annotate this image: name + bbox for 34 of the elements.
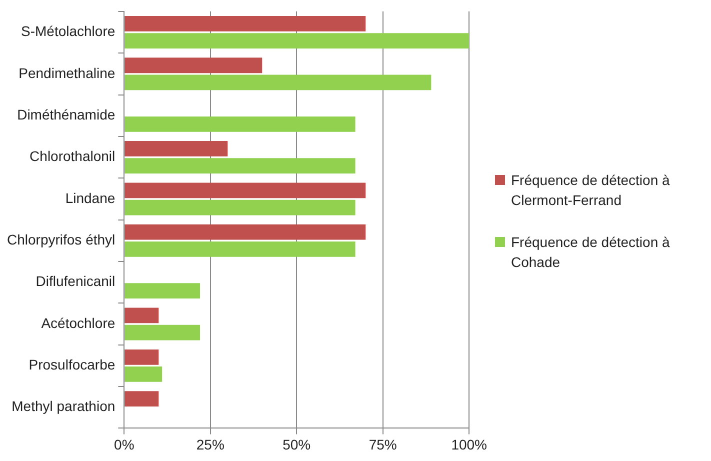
y-tick-label: S-Métolachlore [20, 23, 116, 40]
y-tick-label: Pendimethaline [18, 64, 116, 81]
bar [124, 58, 262, 74]
bar [124, 33, 470, 48]
bar [124, 141, 228, 156]
bar [124, 200, 356, 216]
bar [124, 182, 366, 198]
x-tick-label: 25% [196, 436, 224, 452]
bar [124, 349, 159, 365]
x-tick-label: 75% [368, 436, 397, 452]
y-tick-label: Acétochlore [41, 314, 116, 331]
bar [124, 224, 366, 240]
y-tick-label: Methyl parathion [12, 398, 116, 414]
bar [124, 283, 200, 299]
x-tick-label: 50% [282, 436, 311, 452]
y-tick-label: Lindane [65, 190, 116, 206]
y-tick-label: Chlorpyrifos éthyl [6, 232, 116, 248]
bar [124, 391, 159, 407]
bar [124, 74, 432, 90]
bar [124, 116, 356, 132]
legend-label: Fréquence de détection à Clermont-Ferrand [511, 171, 671, 210]
legend-label: Fréquence de détection à Cohade [511, 233, 671, 272]
bar [124, 241, 356, 257]
y-tick-label: Diméthénamide [17, 106, 116, 122]
x-tick-label: 100% [451, 436, 488, 452]
y-tick-label: Chlorothalonil [30, 148, 116, 164]
y-tick-label: Prosulfocarbe [28, 356, 116, 373]
bar [124, 308, 159, 324]
bar [124, 324, 200, 340]
bar [124, 366, 162, 382]
bar [124, 16, 366, 32]
x-tick-label: 0% [114, 436, 134, 452]
bar [124, 158, 356, 174]
y-tick-label: Diflufenicanil [36, 273, 116, 290]
